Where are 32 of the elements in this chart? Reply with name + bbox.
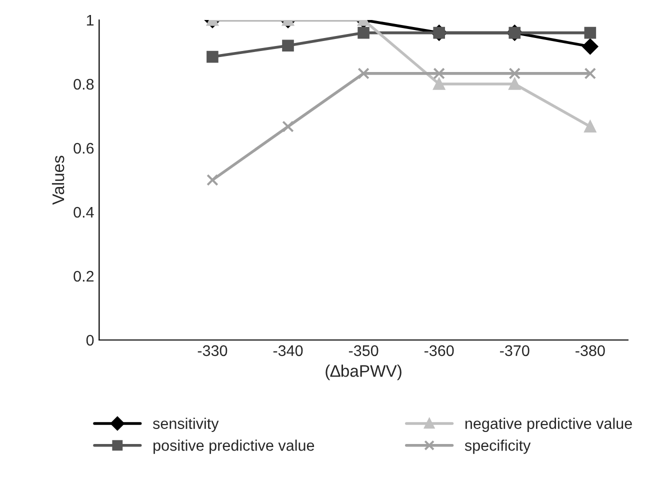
legend-label: sensitivity: [152, 418, 219, 432]
x-tick-label: -360: [424, 345, 454, 356]
y-axis-title: Values: [52, 156, 64, 205]
point: [206, 174, 218, 186]
y-tick-label: 0.2: [74, 270, 94, 282]
x-tick-label: -370: [500, 345, 530, 356]
point: [282, 40, 294, 52]
y-tick-label: 0: [86, 334, 94, 346]
y-tick-label: 0.8: [74, 78, 94, 90]
x-tick-label: -350: [348, 345, 378, 356]
point: [282, 120, 294, 132]
point: [433, 68, 445, 80]
x-axis-title: (∆baPWV): [326, 364, 402, 380]
legend-label: positive predictive value: [154, 440, 314, 454]
point: [582, 38, 598, 54]
y-tick-label: 0.6: [74, 142, 94, 154]
x-tick-label: -380: [576, 345, 605, 356]
point: [358, 68, 370, 80]
legend-label: specificity: [464, 440, 531, 454]
point: [584, 68, 596, 80]
point: [433, 78, 445, 90]
point: [508, 68, 521, 80]
x-tick-label: -340: [273, 345, 303, 356]
y-tick-label: 1: [86, 15, 94, 26]
point: [508, 78, 521, 90]
point: [206, 50, 218, 63]
y-tick-label: 0.4: [74, 206, 94, 218]
legend-label: negative predictive value: [465, 418, 632, 432]
x-tick-label: -330: [198, 345, 228, 356]
point: [358, 26, 370, 39]
point: [584, 120, 596, 132]
point: [584, 26, 596, 39]
